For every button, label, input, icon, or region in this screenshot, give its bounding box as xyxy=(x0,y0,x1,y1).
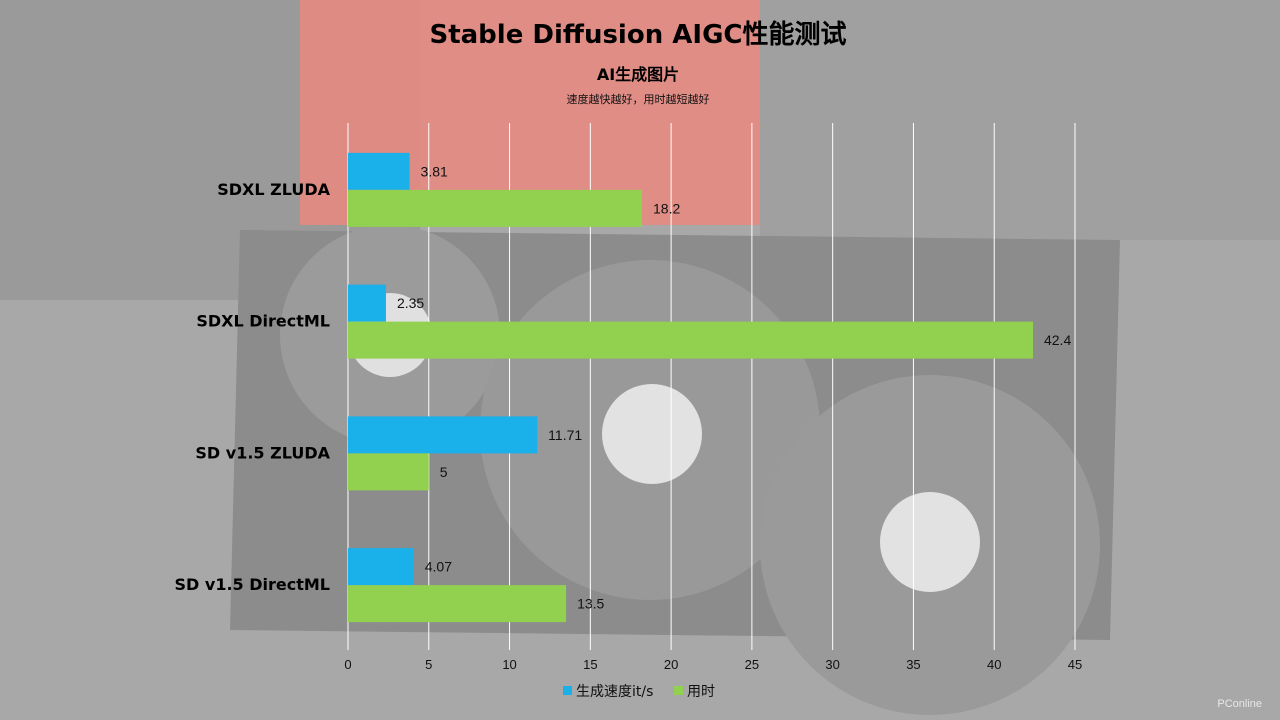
data-label-speed-0: 3.81 xyxy=(421,163,448,179)
data-label-speed-3: 4.07 xyxy=(425,559,452,575)
x-axis-ticks: 0 5 10 15 20 25 30 35 40 45 xyxy=(344,657,1082,672)
category-label: SDXL ZLUDA xyxy=(217,180,330,199)
bar-time-1 xyxy=(348,321,1033,359)
legend-swatch-time xyxy=(674,686,683,695)
legend: 生成速度it/s 用时 xyxy=(563,684,715,700)
data-label-time-2: 5 xyxy=(440,464,448,480)
data-label-time-0: 18.2 xyxy=(653,200,680,216)
x-tick-label: 30 xyxy=(825,657,839,672)
x-tick-label: 45 xyxy=(1068,657,1082,672)
fan-hub-right xyxy=(880,492,980,592)
category-label: SD v1.5 ZLUDA xyxy=(195,443,330,462)
x-tick-label: 15 xyxy=(583,657,597,672)
bar-speed-3 xyxy=(348,548,414,586)
fan-hub-middle xyxy=(602,384,702,484)
x-tick-label: 20 xyxy=(664,657,678,672)
data-label-speed-1: 2.35 xyxy=(397,295,424,311)
category-label: SD v1.5 DirectML xyxy=(175,575,330,594)
data-label-speed-2: 11.71 xyxy=(548,427,582,443)
bar-time-3 xyxy=(348,585,567,623)
bar-speed-2 xyxy=(348,416,538,454)
bar-time-0 xyxy=(348,189,643,227)
chart-title: Stable Diffusion AIGC性能测试 xyxy=(429,19,846,50)
x-tick-label: 0 xyxy=(344,657,351,672)
chart-note: 速度越快越好，用时越短越好 xyxy=(567,92,710,106)
x-tick-label: 5 xyxy=(425,657,432,672)
bar-speed-0 xyxy=(348,152,410,190)
data-labels: 3.81 18.2 2.35 42.4 11.71 5 4.07 13.5 xyxy=(397,163,1071,611)
legend-label-speed: 生成速度it/s xyxy=(576,684,653,700)
bar-speed-1 xyxy=(348,284,386,322)
legend-label-time: 用时 xyxy=(687,684,715,700)
chart-subtitle: AI生成图片 xyxy=(597,65,679,84)
legend-swatch-speed xyxy=(563,686,572,695)
x-tick-label: 40 xyxy=(987,657,1001,672)
data-label-time-3: 13.5 xyxy=(577,596,604,612)
x-tick-label: 10 xyxy=(502,657,516,672)
x-tick-label: 35 xyxy=(906,657,920,672)
bar-time-2 xyxy=(348,453,429,491)
category-labels: SDXL ZLUDA SDXL DirectML SD v1.5 ZLUDA SD v… xyxy=(175,180,331,594)
bars xyxy=(348,152,1033,623)
watermark: PConline xyxy=(1217,698,1262,710)
data-label-time-1: 42.4 xyxy=(1044,332,1071,348)
x-tick-label: 25 xyxy=(745,657,759,672)
category-label: SDXL DirectML xyxy=(196,312,330,331)
